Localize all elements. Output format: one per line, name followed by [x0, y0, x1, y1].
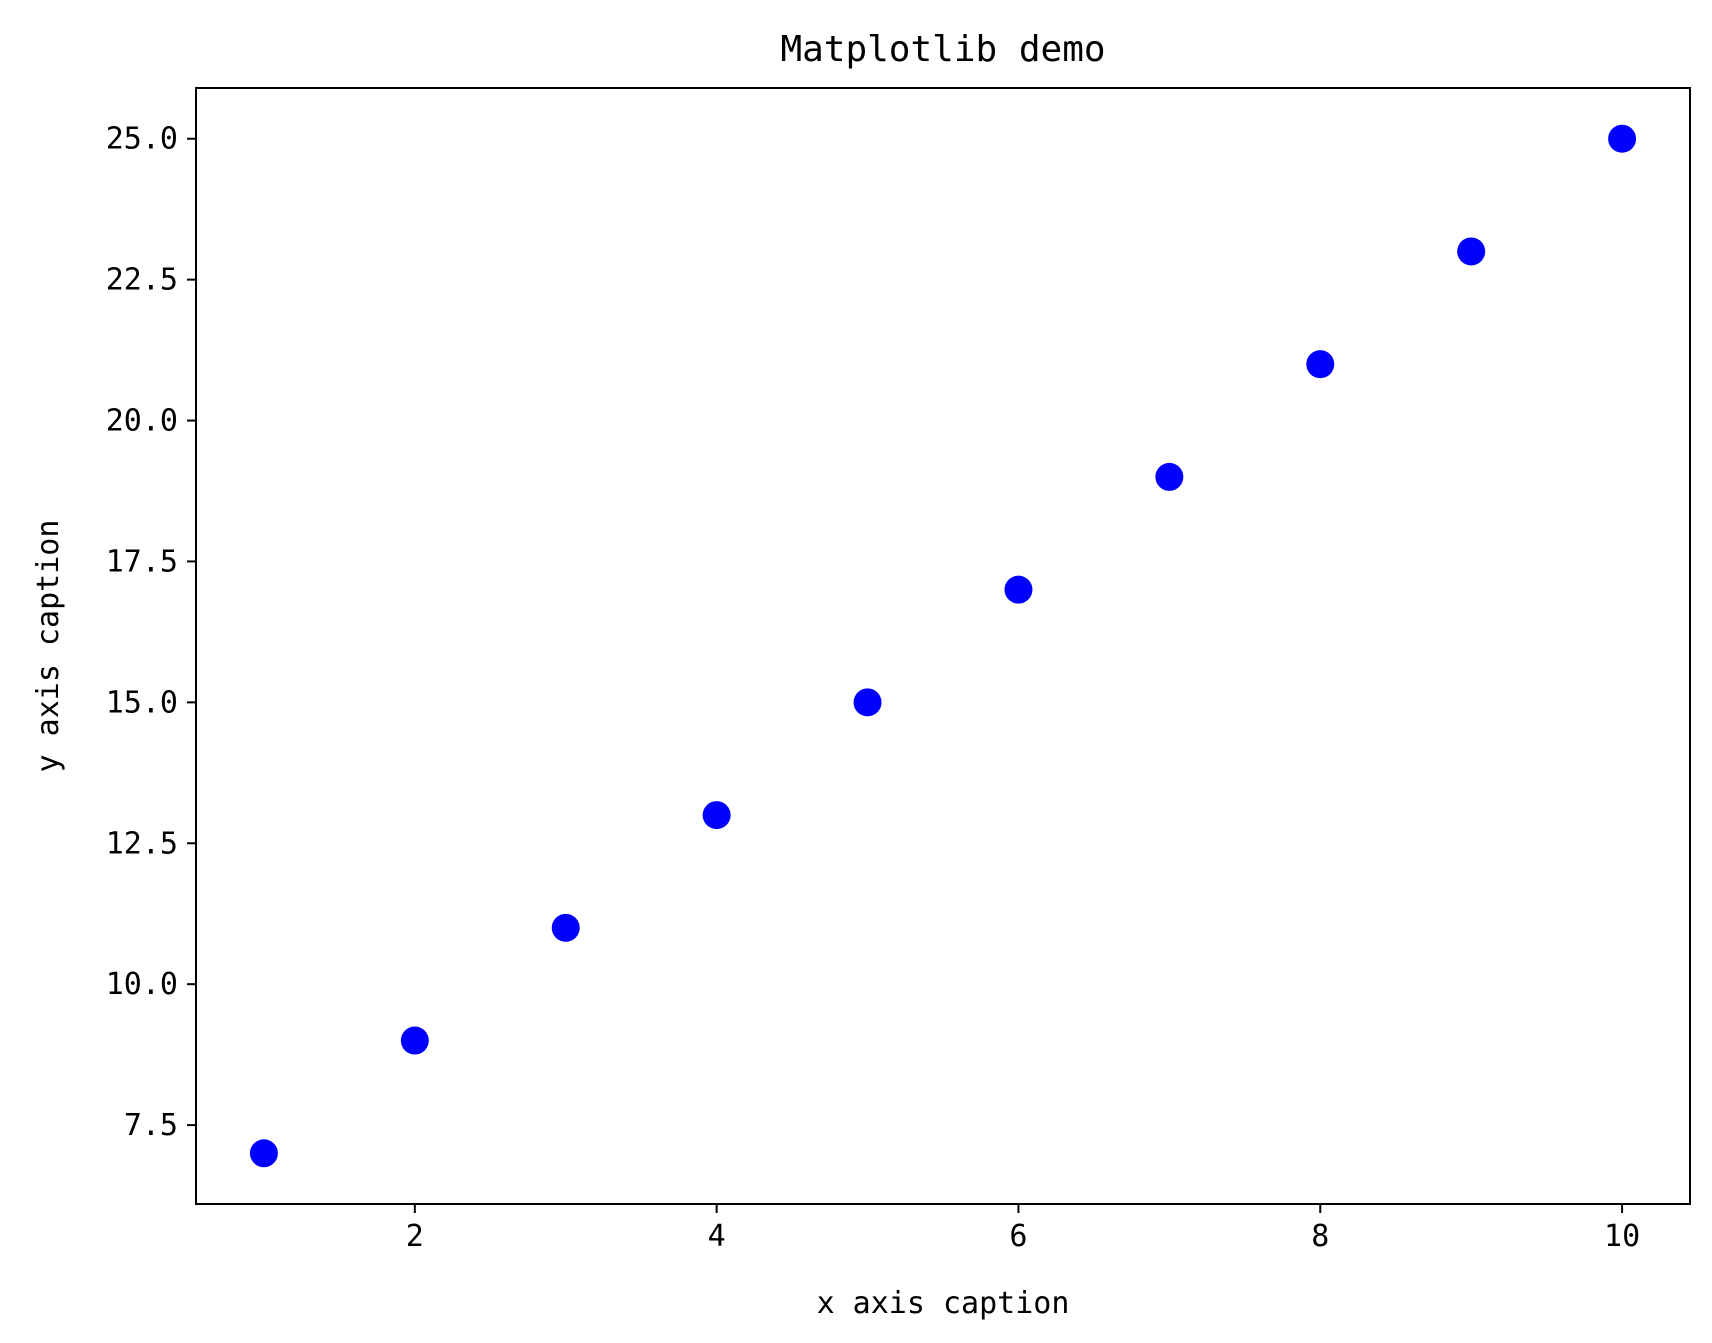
y-tick-label: 17.5 [106, 544, 178, 579]
data-point [1306, 350, 1335, 379]
plot-area-frame [195, 87, 1691, 1205]
data-point [853, 688, 882, 717]
data-point [1457, 237, 1486, 266]
y-tick-label: 25.0 [106, 122, 178, 157]
y-axis-ticks: 7.5 10.0 12.5 15.0 17.5 20.0 22.5 25.0 [106, 122, 196, 1143]
y-tick-label: 7.5 [124, 1108, 178, 1143]
scatter-points [249, 124, 1637, 1168]
x-tick-label: 8 [1311, 1219, 1329, 1254]
y-tick-label: 22.5 [106, 263, 178, 298]
data-point [400, 1026, 429, 1055]
x-tick-label: 4 [708, 1219, 726, 1254]
y-tick-label: 10.0 [106, 967, 178, 1002]
y-tick-label: 12.5 [106, 826, 178, 861]
y-axis-label: y axis caption [31, 520, 66, 773]
data-point [702, 801, 731, 830]
x-tick-label: 2 [406, 1219, 424, 1254]
data-point [1608, 124, 1637, 153]
data-point [551, 913, 580, 942]
x-tick-label: 10 [1604, 1219, 1640, 1254]
x-axis-ticks: 2 4 6 8 10 [406, 1204, 1640, 1254]
x-tick-label: 6 [1009, 1219, 1027, 1254]
x-axis-label: x axis caption [817, 1286, 1070, 1321]
y-tick-label: 20.0 [106, 404, 178, 439]
data-point [1155, 462, 1184, 491]
data-point [249, 1139, 278, 1168]
chart-title: Matplotlib demo [780, 29, 1105, 70]
data-point [1004, 575, 1033, 604]
y-tick-label: 15.0 [106, 685, 178, 720]
